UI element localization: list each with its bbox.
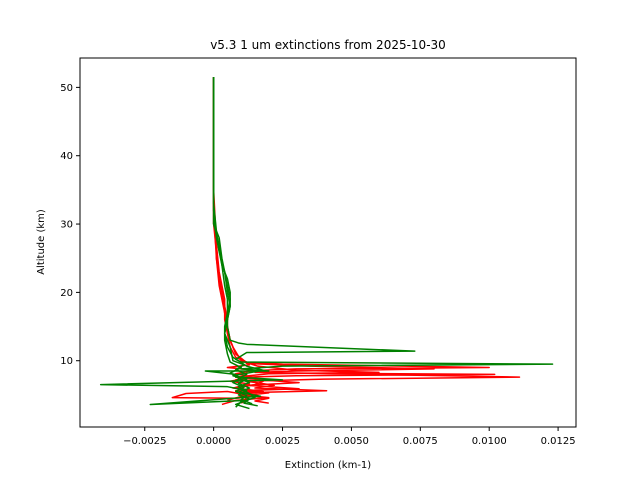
x-axis-ticks: −0.0025 0.0000 0.0025 0.0050 0.0075 0.0100 0.0… xyxy=(123,427,576,447)
y-axis-label: Altitude (km) xyxy=(36,209,47,275)
y-tick-label: 20 xyxy=(60,288,73,299)
x-tick-label: 0.0075 xyxy=(403,436,438,447)
series-line-green-8 xyxy=(212,77,258,407)
x-tick-label: −0.0025 xyxy=(123,436,166,447)
y-tick-label: 30 xyxy=(60,220,73,231)
x-axis-label: Extinction (km-1) xyxy=(285,460,372,471)
y-tick-label: 50 xyxy=(60,83,73,94)
plot-frame xyxy=(79,57,577,428)
chart-title: v5.3 1 um extinctions from 2025-10-30 xyxy=(210,38,446,52)
y-axis-ticks: 10 20 30 40 50 xyxy=(60,83,80,367)
x-tick-label: 0.0100 xyxy=(472,436,507,447)
series-line-green-7 xyxy=(212,77,253,405)
x-tick-label: 0.0000 xyxy=(196,436,231,447)
x-tick-label: 0.0050 xyxy=(334,436,369,447)
y-tick-label: 10 xyxy=(60,356,73,367)
x-tick-label: 0.0125 xyxy=(541,436,576,447)
x-tick-label: 0.0025 xyxy=(265,436,300,447)
y-tick-label: 40 xyxy=(60,151,73,162)
series-layer xyxy=(99,77,554,410)
